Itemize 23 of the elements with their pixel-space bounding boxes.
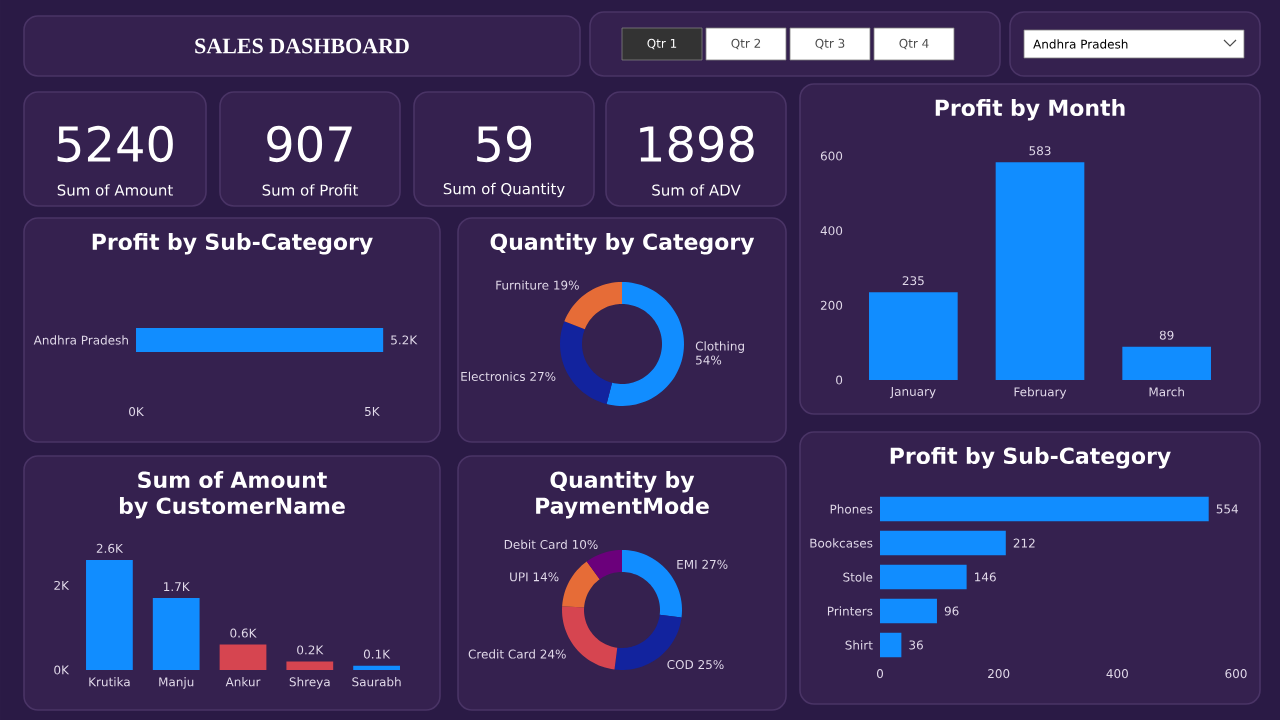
chart-title: Quantity by PaymentMode [536, 471, 709, 519]
text: SALES DASHBOARD [195, 38, 409, 54]
bar [880, 530, 1006, 556]
chart-title: Profit by Month [935, 99, 1125, 121]
bar [152, 598, 200, 670]
text: 907 [267, 125, 352, 163]
bar [880, 564, 967, 590]
bar [880, 632, 902, 658]
bar [219, 644, 267, 670]
chart-title: Sum of Amount by CustomerName [119, 471, 345, 519]
bar [880, 598, 937, 624]
chart-title: Profit by Sub-Category [92, 233, 373, 255]
bar [995, 162, 1085, 380]
bar [1122, 346, 1211, 380]
chart-title: Quantity by Category [490, 233, 755, 255]
bar [869, 292, 958, 380]
text: 5240 [57, 125, 173, 163]
bar [880, 496, 1209, 522]
text: 59 [477, 125, 532, 163]
text: 1898 [640, 125, 754, 163]
chart-title: Profit by Sub-Category [890, 447, 1171, 469]
bar [286, 661, 334, 670]
bar [86, 560, 133, 670]
